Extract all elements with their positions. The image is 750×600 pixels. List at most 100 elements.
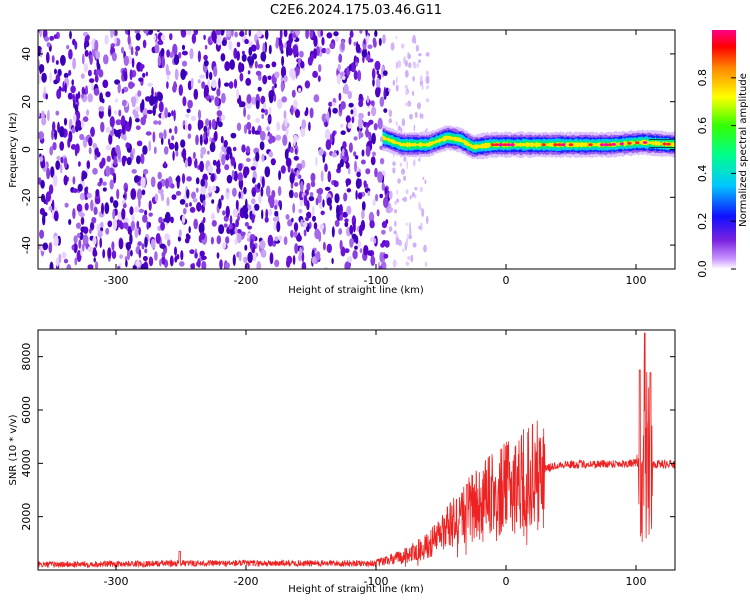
heatmap-cell [59, 141, 65, 151]
heatmap-cell [326, 243, 332, 253]
heatmap-cell [251, 96, 257, 105]
heatmap-cell [136, 155, 141, 165]
heatmap-cell [79, 192, 85, 201]
heatmap-cell [234, 238, 238, 245]
heatmap-cell [201, 255, 207, 260]
heatmap-cell [388, 226, 393, 232]
heatmap-cell [64, 202, 69, 208]
heatmap-cell [94, 197, 101, 205]
snr-series-line [38, 332, 675, 569]
signal-peak [666, 142, 671, 146]
heatmap-cell [187, 133, 192, 139]
heatmap-cell [78, 239, 82, 249]
heatmap-cell [414, 111, 418, 119]
heatmap-cell [292, 255, 296, 265]
heatmap-cell [61, 251, 67, 259]
signal-peak [600, 143, 605, 147]
heatmap-cell [181, 173, 186, 184]
heatmap-cell [311, 256, 317, 265]
heatmap-cell [134, 106, 141, 112]
heatmap-cell [190, 115, 197, 122]
heatmap-cell [379, 251, 384, 263]
heatmap-cell [125, 241, 131, 251]
heatmap-cell [142, 39, 147, 49]
heatmap-cell [68, 130, 73, 143]
y-tick-label: 0 [20, 146, 33, 153]
heatmap-cell [155, 233, 161, 244]
signal-peak [619, 142, 624, 146]
signal-peak [498, 143, 503, 147]
heatmap-cell [384, 187, 388, 195]
heatmap-cell [344, 221, 349, 228]
heatmap-cell [418, 157, 421, 162]
heatmap-cell [141, 189, 146, 196]
heatmap-cell [321, 37, 325, 46]
heatmap-cell [125, 259, 128, 268]
heatmap-cell [403, 175, 407, 181]
heatmap-cell [361, 159, 366, 165]
heatmap-cell [361, 149, 365, 157]
heatmap-cell [49, 261, 54, 269]
heatmap-cell [390, 42, 395, 51]
heatmap-cell [326, 111, 330, 123]
heatmap-cell [365, 30, 368, 37]
heatmap-cell [324, 186, 331, 191]
heatmap-cell [138, 249, 142, 259]
heatmap-cell [100, 221, 104, 228]
heatmap-cell [408, 234, 412, 240]
heatmap-cell [358, 117, 363, 129]
heatmap-cell [237, 172, 243, 182]
heatmap-cell [135, 125, 141, 130]
heatmap-cell [405, 189, 409, 195]
heatmap-cell [287, 219, 293, 227]
heatmap-cell [188, 226, 191, 234]
heatmap-cell [199, 160, 205, 173]
heatmap-cell [157, 92, 164, 102]
heatmap-cell [86, 160, 91, 170]
heatmap-cell [236, 122, 242, 131]
heatmap-cell [199, 231, 206, 240]
heatmap-cell [365, 168, 371, 175]
heatmap-cell [264, 30, 269, 40]
heatmap-cell [371, 106, 377, 117]
heatmap-cell [357, 70, 362, 82]
heatmap-cell [397, 125, 401, 132]
heatmap-cell [216, 252, 220, 259]
heatmap-cell [180, 250, 184, 261]
heatmap-cell [140, 63, 143, 72]
heatmap-cell [226, 174, 233, 184]
heatmap-cell [205, 118, 210, 127]
heatmap-cell [407, 53, 411, 60]
heatmap-cell [293, 134, 299, 143]
heatmap-cell [303, 229, 307, 237]
heatmap-cell [160, 112, 166, 120]
heatmap-cell [147, 82, 153, 87]
heatmap-cell [148, 256, 154, 267]
heatmap-cell [296, 169, 299, 178]
heatmap-cell [397, 60, 402, 69]
heatmap-cell [148, 200, 152, 211]
heatmap-cell [421, 113, 424, 119]
heatmap-cell [55, 160, 61, 171]
heatmap-cell [289, 146, 294, 153]
heatmap-cell [132, 265, 137, 269]
heatmap-cell [220, 114, 226, 121]
heatmap-cell [209, 71, 213, 81]
signal-peak [611, 143, 617, 146]
heatmap-cell [309, 30, 314, 39]
heatmap-cell [382, 34, 386, 44]
heatmap-cell [216, 116, 220, 125]
heatmap-cell [137, 241, 142, 246]
heatmap-cell [394, 209, 397, 214]
heatmap-cell [238, 163, 243, 172]
heatmap-cell [404, 70, 409, 78]
heatmap-cell [95, 50, 101, 60]
heatmap-cell [319, 223, 325, 230]
heatmap-cell [376, 209, 380, 217]
heatmap-cell [92, 250, 98, 257]
heatmap-cell [75, 93, 79, 103]
heatmap-cell [233, 78, 238, 89]
heatmap-cell [283, 236, 288, 246]
heatmap-cell [82, 171, 88, 180]
heatmap-cell [53, 210, 59, 222]
